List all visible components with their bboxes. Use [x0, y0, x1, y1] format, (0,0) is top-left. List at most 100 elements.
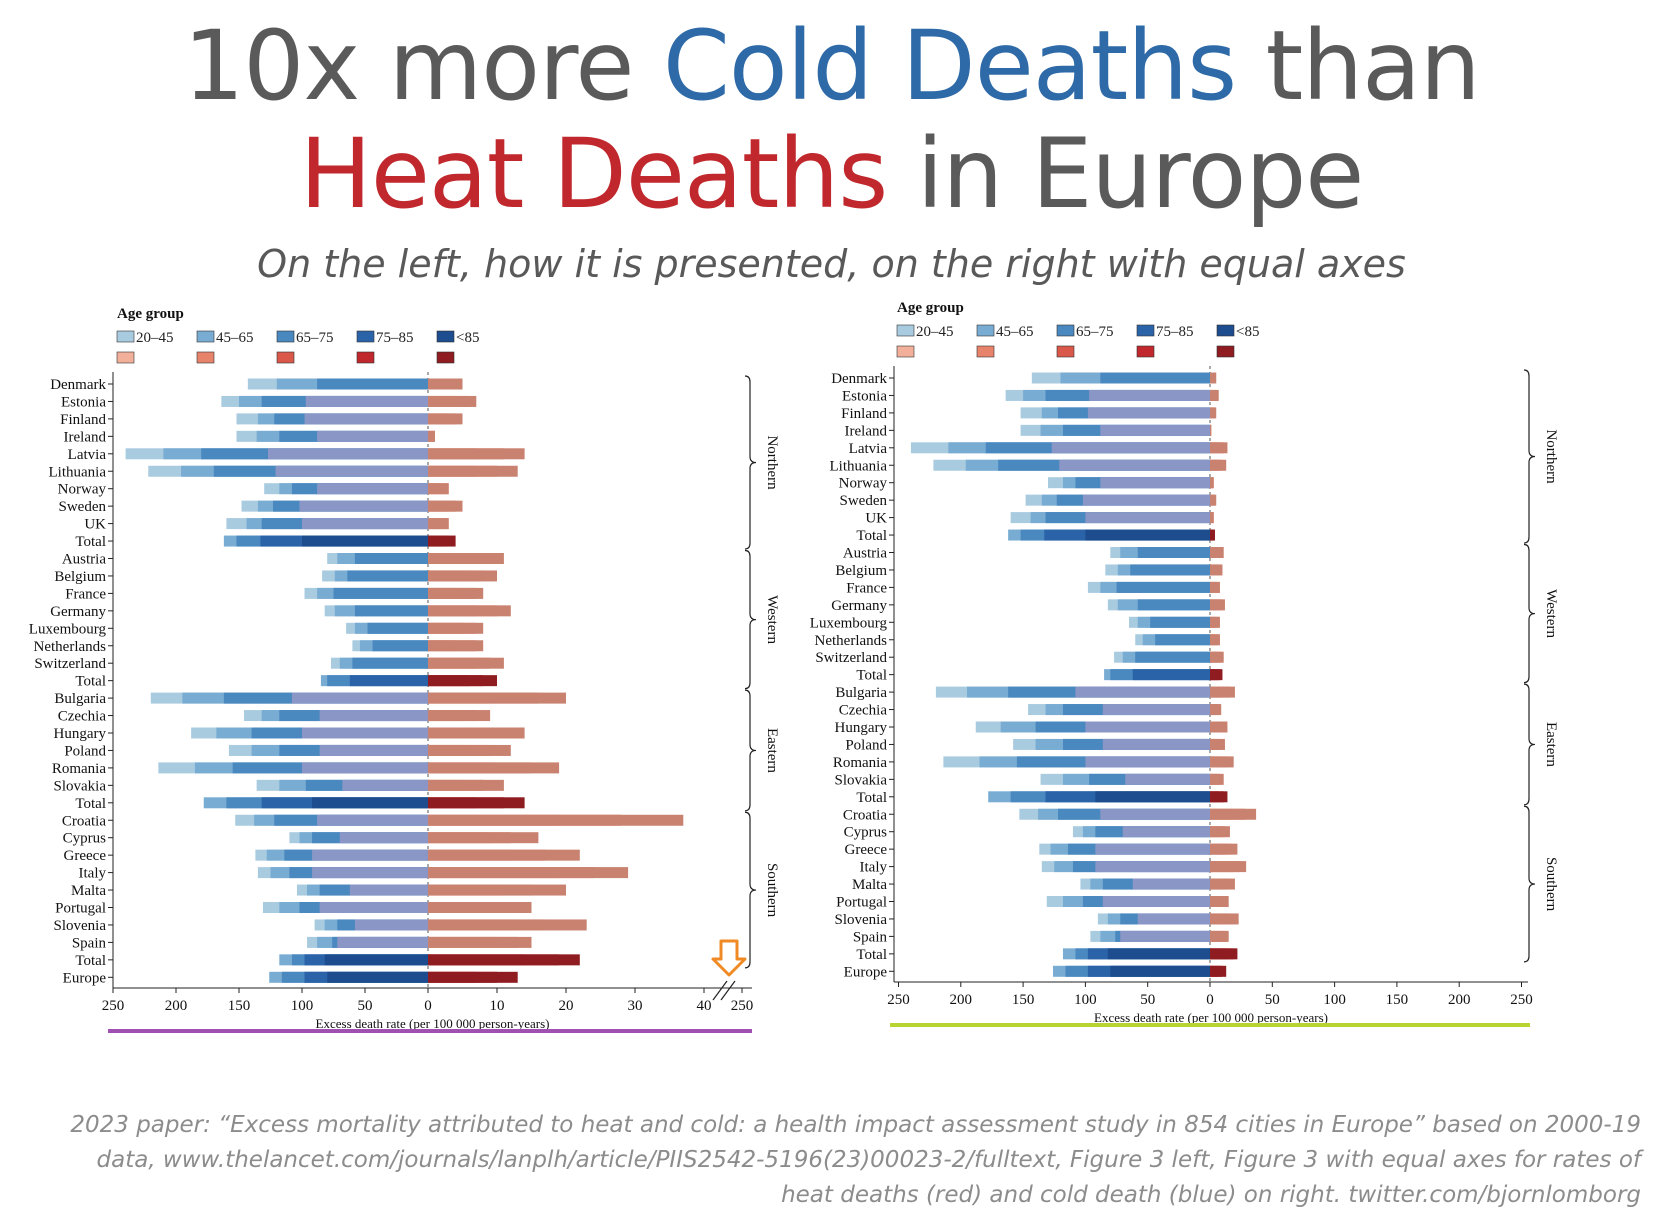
caption-line-3: heat deaths (red) and cold death (blue) …	[781, 1182, 1641, 1208]
legend-swatch-heat	[116, 351, 135, 364]
heat-bar-segment	[428, 448, 525, 460]
heat-bar-segment	[428, 413, 463, 425]
cold-bar-segment	[319, 902, 428, 913]
cold-bar-segment	[1102, 738, 1210, 750]
heat-bar-segment	[1210, 896, 1229, 907]
cold-bar-segment	[1085, 756, 1210, 768]
country-label: Croatia	[62, 813, 106, 829]
country-label: Norway	[839, 476, 888, 492]
heat-bar-segment	[1210, 756, 1234, 768]
cold-bar-segment	[367, 622, 428, 634]
caption-line-2: data, www.thelancet.com/journals/lanplh/…	[96, 1147, 1642, 1173]
heat-bar-segment	[1210, 389, 1219, 401]
x-tick-label: 150	[1012, 992, 1035, 1008]
heat-bar-segment	[1210, 599, 1225, 611]
country-label: Slovakia	[835, 772, 888, 788]
heat-bar-segment	[428, 657, 504, 669]
country-label: Estonia	[842, 388, 887, 404]
region-label: Western	[764, 595, 780, 644]
heat-bar-segment	[428, 553, 504, 564]
heat-bar-segment	[1210, 424, 1212, 436]
heat-bar-segment	[1210, 634, 1220, 646]
country-label: Portugal	[836, 895, 887, 911]
x-tick-label: 250	[731, 998, 754, 1014]
country-label: Czechia	[58, 709, 107, 725]
cold-bar-segment	[1102, 704, 1210, 716]
cold-bar-segment	[1137, 547, 1210, 558]
heat-bar-segment	[428, 692, 566, 704]
country-label: Slovenia	[835, 912, 888, 928]
headline-cold-deaths: Cold Deaths	[662, 10, 1237, 122]
legend-swatch-heat	[896, 345, 915, 358]
heat-bar-segment	[1210, 512, 1214, 524]
country-label: Total	[75, 796, 106, 812]
heat-bar-segment	[1210, 773, 1224, 785]
cold-bar-segment	[1059, 459, 1210, 471]
legend-label: 20–45	[916, 324, 954, 340]
cold-bar-segment	[312, 849, 428, 861]
x-tick-label: 200	[1448, 992, 1471, 1008]
country-label: Poland	[845, 737, 887, 753]
x-tick-label: 0	[1206, 992, 1214, 1008]
down-arrow-icon	[711, 939, 747, 977]
x-tick-label: 100	[1323, 992, 1346, 1008]
cold-bar-segment	[1135, 651, 1210, 663]
cold-bar-segment	[302, 762, 428, 774]
country-label: Croatia	[843, 807, 887, 823]
country-label: Latvia	[849, 441, 888, 457]
country-label: Total	[856, 790, 887, 806]
cold-bar-segment	[1085, 512, 1210, 524]
x-tick-label: 250	[1510, 992, 1533, 1008]
heat-bar-segment	[428, 727, 525, 739]
x-tick-label: 20	[559, 998, 574, 1014]
country-label: Netherlands	[815, 633, 888, 649]
x-tick-label: 10	[490, 998, 505, 1014]
heat-bar-segment	[428, 378, 463, 390]
heat-bar-segment	[1210, 948, 1238, 960]
country-label: Slovenia	[54, 918, 107, 934]
cold-bar-segment	[312, 867, 428, 879]
cold-bar-segment	[319, 744, 428, 756]
country-label: Estonia	[61, 394, 106, 410]
headline-line-1: 10x more Cold Deaths than	[0, 18, 1663, 114]
region-label: Northern	[1543, 429, 1559, 484]
cold-bar-segment	[1120, 930, 1210, 942]
country-label: Hungary	[835, 720, 888, 736]
cold-bar-segment	[312, 797, 428, 809]
x-tick-label: 30	[628, 998, 643, 1014]
country-label: Austria	[62, 552, 107, 568]
country-label: Malta	[71, 883, 106, 899]
heat-bar-segment	[1210, 738, 1225, 750]
heat-bar-segment	[1210, 878, 1235, 890]
legend-swatch-cold	[276, 330, 295, 343]
heat-bar-segment	[1210, 669, 1223, 681]
legend-swatch-cold	[1216, 324, 1235, 337]
country-label: Total	[75, 534, 106, 550]
heat-bar-segment	[428, 570, 497, 582]
region-brace	[744, 689, 757, 812]
heat-bar-segment	[428, 605, 511, 617]
heat-bar-segment	[1210, 913, 1239, 925]
region-brace	[1523, 683, 1536, 806]
x-tick-label: 250	[102, 998, 125, 1014]
cold-bar-segment	[275, 465, 428, 477]
country-label: Slovakia	[54, 778, 107, 794]
cold-bar-segment	[1100, 372, 1210, 384]
heat-bar-segment	[428, 936, 532, 948]
heat-bar-segment	[1210, 861, 1247, 873]
country-label: Total	[856, 947, 887, 963]
cold-bar-segment	[1132, 878, 1210, 890]
country-label: Greece	[64, 848, 107, 864]
country-label: Norway	[58, 482, 107, 498]
x-axis-title: Excess death rate (per 100 000 person-ye…	[1094, 1010, 1328, 1025]
country-label: Ireland	[845, 423, 888, 439]
legend-swatch-cold	[116, 330, 135, 343]
x-tick-label: 40	[697, 998, 712, 1014]
country-label: Italy	[79, 866, 107, 882]
heat-bar-segment	[1210, 442, 1228, 454]
cold-bar-segment	[327, 971, 428, 983]
subtitle: On the left, how it is presented, on the…	[257, 242, 1406, 286]
heat-bar-segment	[1210, 930, 1229, 942]
cold-bar-segment	[347, 570, 428, 582]
